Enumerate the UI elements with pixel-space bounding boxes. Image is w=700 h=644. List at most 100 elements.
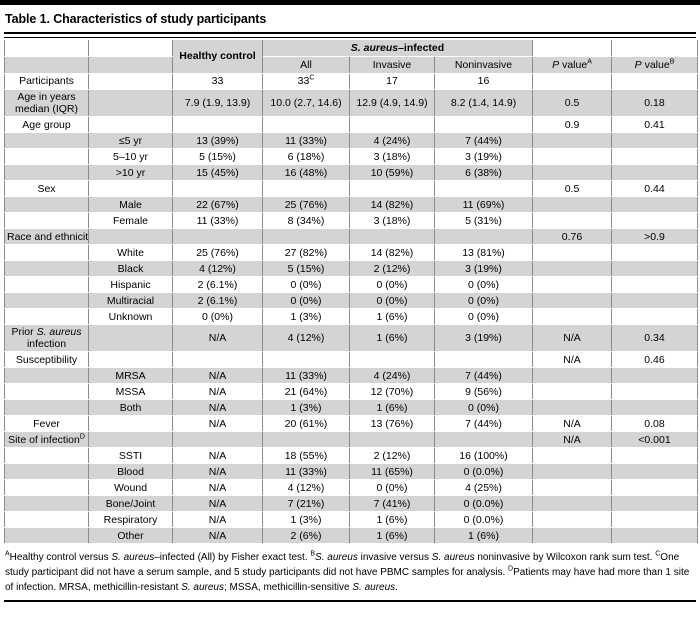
text: 0 (0%) bbox=[290, 278, 322, 291]
value-cell: 15 (45%) bbox=[172, 164, 263, 182]
text: 11 (69%) bbox=[462, 198, 505, 211]
value-cell bbox=[611, 463, 698, 481]
value-cell: 3 (19%) bbox=[434, 324, 533, 353]
text: 4 (12%) bbox=[287, 481, 325, 494]
row-category-cell: Susceptibility bbox=[4, 351, 89, 369]
bottom-rule bbox=[4, 600, 696, 603]
value-cell: N/A bbox=[532, 431, 612, 449]
text: 11 (33%) bbox=[196, 214, 239, 227]
text: MRSA bbox=[115, 369, 146, 382]
text: 3 (19%) bbox=[465, 332, 502, 345]
row-category-cell: Age in years median (IQR) bbox=[4, 89, 89, 118]
value-cell: 21 (64%) bbox=[262, 383, 350, 401]
value-cell: N/A bbox=[172, 399, 263, 417]
text: 0.08 bbox=[644, 417, 665, 430]
value-cell bbox=[532, 260, 612, 278]
text: N/A bbox=[563, 433, 581, 446]
value-cell: 8.2 (1.4, 14.9) bbox=[434, 89, 533, 118]
row-category-cell bbox=[4, 164, 89, 182]
text: 0 (0.0%) bbox=[463, 465, 504, 478]
footnote-marker: D bbox=[79, 433, 85, 441]
value-cell bbox=[349, 116, 435, 134]
text: 0 (0%) bbox=[290, 294, 322, 307]
value-cell: 16 bbox=[434, 73, 533, 90]
text: invasive versus bbox=[357, 552, 432, 564]
value-cell bbox=[611, 383, 698, 401]
value-cell bbox=[349, 351, 435, 369]
value-cell: 0 (0%) bbox=[172, 308, 263, 326]
row-subcategory-cell bbox=[88, 89, 173, 118]
row-subcategory-cell: MRSA bbox=[88, 367, 173, 385]
row-subcategory-cell: Hispanic bbox=[88, 276, 173, 294]
row-category-cell bbox=[4, 399, 89, 417]
table-row: Hispanic 2 (6.1%) 0 (0%) 0 (0%) 0 (0%) bbox=[4, 276, 698, 294]
text: Healthy control versus bbox=[9, 552, 112, 564]
row-subcategory-cell: Other bbox=[88, 527, 173, 545]
text: 1 (6%) bbox=[376, 332, 408, 345]
row-category-cell: Sex bbox=[4, 180, 89, 198]
value-cell: N/A bbox=[172, 324, 263, 353]
text: N/A bbox=[208, 481, 227, 494]
value-cell bbox=[172, 351, 263, 369]
row-category-cell bbox=[4, 447, 89, 465]
value-cell: 0 (0%) bbox=[434, 308, 533, 326]
text: One bbox=[660, 552, 680, 564]
text: 14 (82%) bbox=[370, 246, 414, 259]
text: 0 (0%) bbox=[468, 401, 499, 414]
value-cell bbox=[532, 244, 612, 262]
value-cell bbox=[262, 116, 350, 134]
value-cell: 1 (3%) bbox=[262, 308, 350, 326]
table-row: Participants 33 33C 17 16 bbox=[4, 73, 698, 90]
text: SSTI bbox=[118, 449, 143, 462]
value-cell: 0.76 bbox=[532, 228, 612, 246]
value-cell: 7 (44%) bbox=[434, 367, 533, 385]
top-rule bbox=[0, 0, 700, 5]
text: 5 (31%) bbox=[465, 214, 502, 227]
text: Participants bbox=[19, 75, 74, 88]
text: 1 (6%) bbox=[468, 529, 499, 542]
text: 4 (24%) bbox=[373, 369, 411, 382]
value-cell: 0.46 bbox=[611, 351, 698, 369]
value-cell: 0.44 bbox=[611, 180, 698, 198]
row-subcategory-cell bbox=[88, 351, 173, 369]
value-cell bbox=[434, 180, 533, 198]
text: Bone/Joint bbox=[105, 497, 156, 510]
value-cell bbox=[611, 447, 698, 465]
row-subcategory-cell: >10 yr bbox=[88, 164, 173, 182]
value-cell: 4 (12%) bbox=[262, 324, 350, 353]
value-cell: 14 (82%) bbox=[349, 196, 435, 214]
text: 15 (45%) bbox=[196, 166, 239, 179]
table-row: White 25 (76%) 27 (82%) 14 (82%) 13 (81%) bbox=[4, 244, 698, 262]
value-cell: N/A bbox=[532, 415, 612, 433]
text: 4 (12%) bbox=[199, 262, 236, 275]
text: 7 (44%) bbox=[465, 134, 502, 147]
table-row: Susceptibility N/A 0.46 bbox=[4, 351, 698, 369]
value-cell bbox=[532, 383, 612, 401]
value-cell bbox=[611, 73, 698, 90]
table-row: Site of infectionD N/A <0.001 bbox=[4, 431, 698, 449]
value-cell bbox=[532, 196, 612, 214]
value-cell: 18 (55%) bbox=[262, 447, 350, 465]
value-cell bbox=[532, 164, 612, 182]
text: 4 (24%) bbox=[373, 134, 411, 147]
value-cell: 11 (69%) bbox=[434, 196, 533, 214]
value-cell bbox=[611, 276, 698, 294]
text: 0 (0%) bbox=[468, 294, 499, 307]
text: N/A bbox=[208, 465, 227, 478]
row-category-cell bbox=[4, 308, 89, 326]
text: infection bbox=[26, 338, 67, 351]
text: N/A bbox=[208, 369, 227, 382]
text: 22 (67%) bbox=[196, 198, 239, 211]
text: 14 (82%) bbox=[370, 198, 414, 211]
table-header: Healthy control S. aureus–infected All I… bbox=[4, 40, 698, 74]
value-cell: N/A bbox=[532, 351, 612, 369]
text: Other bbox=[117, 529, 144, 542]
value-cell: 4 (12%) bbox=[172, 260, 263, 278]
header-spacer-cell bbox=[532, 40, 612, 57]
value-cell: N/A bbox=[172, 415, 263, 433]
row-category-cell bbox=[4, 463, 89, 481]
value-cell: >0.9 bbox=[611, 228, 698, 246]
header-spacer-cell bbox=[611, 40, 698, 57]
text: White bbox=[117, 246, 144, 259]
value-cell: 25 (76%) bbox=[262, 196, 350, 214]
